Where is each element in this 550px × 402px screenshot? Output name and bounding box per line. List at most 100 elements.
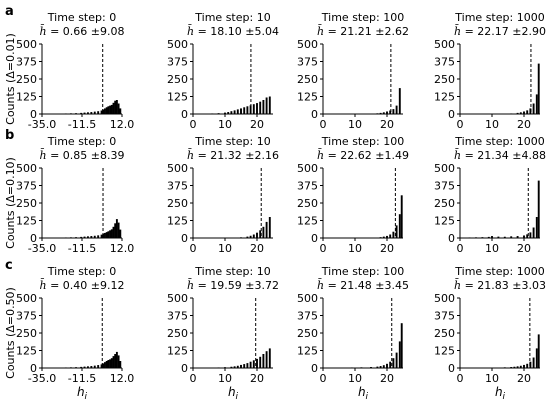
histogram-bar [80,236,83,238]
row-label: c [5,258,13,273]
y-tick-label: 125 [16,215,37,228]
histogram-bar [265,351,268,368]
x-tick-label: 12.0 [110,372,135,385]
x-tick-label: -11.5 [68,242,96,255]
x-tick-label: 0 [320,242,327,255]
stat-mean: = 21.21 [324,25,375,38]
panel-title: Time step: 100 [321,11,404,24]
histogram-bar [104,108,106,114]
x-axis-label-main: h [358,385,366,399]
histogram-bar [395,105,398,114]
histogram-bar [537,180,540,238]
histogram-bar [243,364,246,368]
histogram-bar [224,112,226,114]
histogram-bar [256,103,258,114]
histogram-bar [398,88,401,114]
y-tick-label: 500 [297,38,318,51]
y-tick-label: 250 [16,327,37,340]
histogram-bar [537,334,540,368]
histogram-bar [516,366,519,368]
y-tick-label: 250 [16,73,37,86]
y-tick-label: 500 [16,162,37,175]
y-axis-label: Counts (Δ=0.01) [4,33,17,125]
row-label: b [5,128,14,143]
histogram-bar [230,366,233,368]
histogram-bar [90,112,93,114]
y-tick-label: 125 [297,345,318,358]
stat-sd: ±1.49 [375,149,409,162]
stat-mean: = 22.62 [324,149,375,162]
stat-mean: = 21.48 [324,279,375,292]
x-tick-label: 0 [457,242,464,255]
stat-mean: = 21.83 [461,279,512,292]
y-tick-label: 375 [434,180,455,193]
histogram-bar [526,110,529,114]
y-tick-label: 125 [434,91,455,104]
x-axis-label: hi [358,385,369,402]
y-tick-label: 500 [167,38,188,51]
y-tick-label: 250 [297,327,318,340]
panel-title: Time step: 10 [194,135,270,148]
histogram-bar [535,94,538,114]
histogram-bar [119,108,122,114]
hbar-symbol: h̄ [187,279,194,292]
panel-title: Time step: 10 [194,11,270,24]
panel-title: Time step: 1000 [454,135,544,148]
x-tick-label: 0 [457,372,464,385]
histogram-bar [382,365,385,368]
histogram-bar [246,363,249,368]
histogram-bar [265,221,268,238]
panel-stat: h̄ = 21.34 ±4.88 [454,149,546,162]
stat-mean: = 18.10 [194,25,245,38]
hbar-symbol: h̄ [39,279,46,292]
y-tick-label: 0 [311,362,318,375]
y-tick-label: 250 [297,197,318,210]
histogram-bar [80,112,83,114]
y-tick-label: 375 [16,180,37,193]
panel-title: Time step: 0 [47,11,116,24]
y-tick-label: 0 [311,232,318,245]
y-tick-label: 0 [311,108,318,121]
histogram-bar [105,107,108,114]
histogram-bar [262,100,265,114]
panel-a-10: Time step: 10h̄ = 18.10 ±5.04 0 125 250 375 5… [167,11,279,131]
histogram-bar [93,235,96,238]
histogram-bar [523,111,525,114]
x-tick-label: 10 [485,242,499,255]
panel-title: Time step: 100 [321,265,404,278]
x-tick-label: 10 [485,372,499,385]
histogram-bar [100,234,103,238]
x-tick-label: 20 [517,372,531,385]
x-tick-label: 10 [348,372,362,385]
y-tick-label: 375 [16,310,37,323]
histogram-bar [252,234,255,238]
histogram-bar [117,103,120,114]
y-tick-label: 375 [167,180,188,193]
y-tick-label: 0 [181,108,188,121]
histogram-bar [97,235,100,238]
x-axis-label-sub: i [236,392,239,402]
y-axis-label: Counts (Δ=0.50) [4,287,17,379]
hbar-symbol: h̄ [454,149,461,162]
histogram-bar [115,100,118,114]
y-tick-label: 500 [434,292,455,305]
histogram-bar [529,361,532,368]
y-tick-label: 375 [167,56,188,69]
histogram-bar [115,351,118,368]
histogram-bar [386,363,388,368]
histogram-bar [109,105,112,114]
histogram-bar [119,229,122,238]
x-axis-label-main: h [77,385,85,399]
stat-mean: = 19.59 [194,279,245,292]
histogram-bar [252,104,255,114]
panel-stat: h̄ = 18.10 ±5.04 [187,25,279,38]
panel-stat: h̄ = 21.83 ±3.03 [454,279,546,292]
histogram-bar [537,63,540,114]
y-tick-label: 375 [167,310,188,323]
histogram-bar [83,366,86,368]
panel-stat: h̄ = 0.40 ±9.12 [39,279,124,292]
histogram-bar [119,361,122,368]
